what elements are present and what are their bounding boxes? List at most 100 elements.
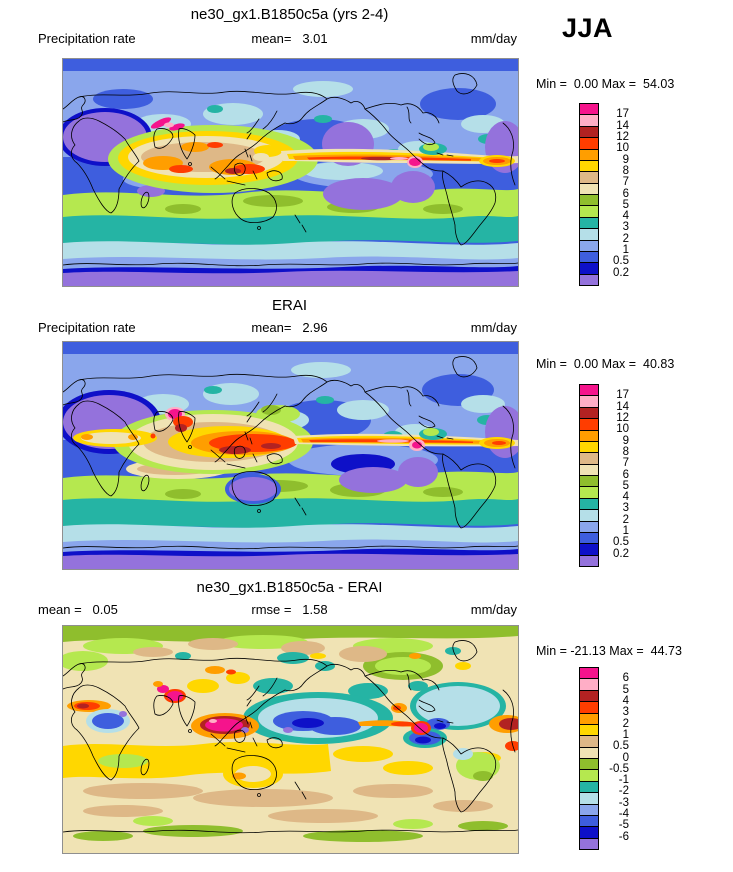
colorbar-swatch xyxy=(580,713,598,725)
colorbar-tick-label: 0.5 xyxy=(613,255,629,268)
colorbar-swatch xyxy=(580,126,598,139)
colorbar-swatch xyxy=(580,521,598,533)
colorbar-swatch xyxy=(580,770,598,782)
colorbar-swatch xyxy=(580,183,598,195)
colorbar-swatch xyxy=(580,759,598,771)
panel-model-units: mm/day xyxy=(470,31,517,46)
panel-diff-rmse-stat: rmse = 1.58 xyxy=(251,602,328,617)
colorbar-swatch xyxy=(580,510,598,522)
colorbar-tick-label: 2 xyxy=(622,232,629,245)
colorbar-tick-label: 0 xyxy=(622,751,629,764)
colorbar-swatch xyxy=(580,781,598,794)
colorbar-tick-label: 14 xyxy=(616,400,629,413)
colorbar-tick-label: 12 xyxy=(616,411,629,424)
colorbar-swatch-column xyxy=(579,103,599,286)
colorbar-tick-label: 0.5 xyxy=(613,740,629,753)
colorbar-tick-label: -4 xyxy=(618,808,629,821)
colorbar-tick-label: 9 xyxy=(622,434,629,447)
colorbar-swatch xyxy=(580,206,598,218)
colorbar-tick-label: 17 xyxy=(616,108,629,121)
panel-obs-variable-label: Precipitation rate xyxy=(38,320,136,335)
colorbar-swatch xyxy=(580,149,598,161)
colorbar-swatch xyxy=(580,690,598,703)
colorbar-tick-label: 3 xyxy=(622,706,629,719)
panel-diff-colorbar: 6 5 4 3 2 1 0.5 0 -0.5 -1 -2 -3 -4 -5 -6 xyxy=(579,667,643,850)
colorbar-tick-label: 5 xyxy=(622,479,629,492)
panel-diff-units: mm/day xyxy=(470,602,517,617)
colorbar-swatch xyxy=(580,555,598,566)
colorbar-swatch xyxy=(580,453,598,465)
panel-model-title: ne30_gx1.B1850c5a (yrs 2-4) xyxy=(190,6,389,23)
panel-model-mean-stat: mean= 3.01 xyxy=(251,31,328,46)
colorbar-swatch xyxy=(580,172,598,184)
panel-model-minmax: Min = 0.00 Max = 54.03 xyxy=(536,77,675,91)
colorbar-tick-label: 4 xyxy=(622,491,629,504)
colorbar-swatch xyxy=(580,668,598,680)
colorbar-tick-label: 10 xyxy=(616,423,629,436)
colorbar-swatch xyxy=(580,838,598,849)
panel-diff-mean-stat: mean = 0.05 xyxy=(38,602,118,617)
colorbar-swatch xyxy=(580,229,598,241)
colorbar-swatch xyxy=(580,160,598,173)
panel-obs-minmax: Min = 0.00 Max = 40.83 xyxy=(536,357,675,371)
colorbar-swatch xyxy=(580,679,598,691)
colorbar-swatch xyxy=(580,487,598,499)
colorbar-swatch xyxy=(580,815,598,828)
colorbar-tick-label: -6 xyxy=(618,830,629,843)
map-model-precipitation xyxy=(62,58,519,287)
colorbar-tick-label: 0.2 xyxy=(613,266,629,279)
colorbar-swatch xyxy=(580,407,598,420)
colorbar-tick-label: 12 xyxy=(616,130,629,143)
map-diff-precipitation xyxy=(62,625,519,854)
colorbar-tick-label: -5 xyxy=(618,819,629,832)
colorbar-tick-label: 14 xyxy=(616,119,629,132)
colorbar-swatch xyxy=(580,385,598,397)
colorbar-tick-label: 17 xyxy=(616,389,629,402)
colorbar-tick-label: 3 xyxy=(622,502,629,515)
colorbar-tick-label: 1 xyxy=(622,728,629,741)
colorbar-swatch xyxy=(580,793,598,805)
panel-model-variable-label: Precipitation rate xyxy=(38,31,136,46)
colorbar-swatch xyxy=(580,747,598,759)
colorbar-tick-label: -0.5 xyxy=(609,762,629,775)
colorbar-tick-label: 9 xyxy=(622,153,629,166)
colorbar-tick-label: 4 xyxy=(622,694,629,707)
colorbar-tick-label: 1 xyxy=(622,244,629,257)
colorbar-swatch xyxy=(580,138,598,150)
colorbar-swatch xyxy=(580,544,598,556)
colorbar-tick-label: -3 xyxy=(618,796,629,809)
colorbar-swatch xyxy=(580,827,598,839)
panel-obs-mean-stat: mean= 2.96 xyxy=(251,320,328,335)
colorbar-tick-label: 2 xyxy=(622,513,629,526)
colorbar-swatch xyxy=(580,724,598,737)
panel-obs-title: ERAI xyxy=(271,297,307,314)
panel-obs-colorbar: 17 14 12 10 9 8 7 6 5 4 3 2 1 0.5 0.2 xyxy=(579,384,643,567)
colorbar-swatch xyxy=(580,240,598,252)
season-label: JJA xyxy=(562,13,614,43)
colorbar-tick-label: 7 xyxy=(622,457,629,470)
colorbar-tick-label: 5 xyxy=(622,198,629,211)
colorbar-swatch xyxy=(580,251,598,264)
colorbar-tick-label: 7 xyxy=(622,176,629,189)
colorbar-swatch xyxy=(580,702,598,714)
colorbar-swatch xyxy=(580,498,598,511)
colorbar-swatch xyxy=(580,532,598,545)
colorbar-swatch xyxy=(580,195,598,207)
colorbar-swatch xyxy=(580,419,598,431)
colorbar-tick-label: 1 xyxy=(622,525,629,538)
colorbar-swatch xyxy=(580,476,598,488)
colorbar-tick-label: 0.5 xyxy=(613,536,629,549)
colorbar-swatch xyxy=(580,464,598,476)
colorbar-swatch-column xyxy=(579,384,599,567)
colorbar-tick-label: 0.2 xyxy=(613,547,629,560)
colorbar-tick-label: 8 xyxy=(622,445,629,458)
panel-obs-units: mm/day xyxy=(470,320,517,335)
colorbar-swatch xyxy=(580,115,598,127)
panel-diff-minmax: Min = -21.13 Max = 44.73 xyxy=(536,644,682,658)
colorbar-swatch xyxy=(580,217,598,230)
colorbar-swatch xyxy=(580,396,598,408)
colorbar-tick-label: 6 xyxy=(622,672,629,685)
colorbar-tick-label: 5 xyxy=(622,683,629,696)
colorbar-tick-label: 4 xyxy=(622,210,629,223)
